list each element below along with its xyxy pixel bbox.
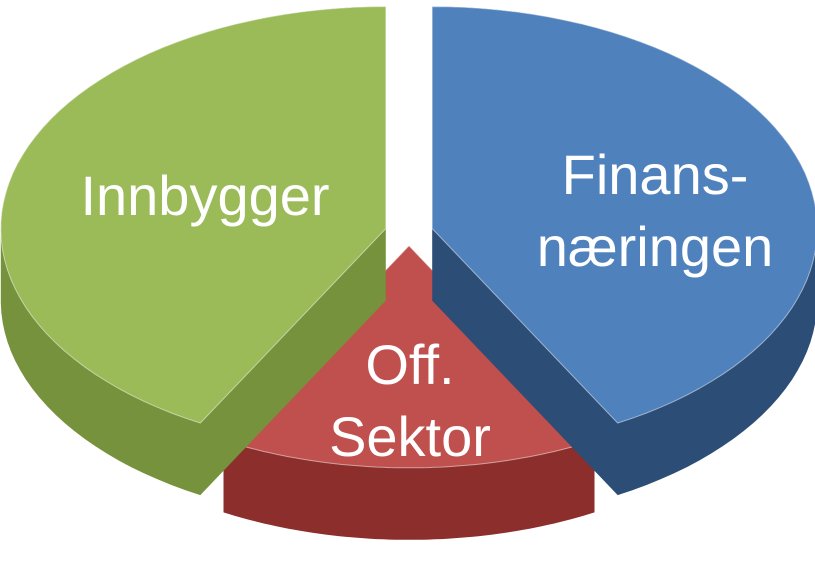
slice-top [431, 6, 815, 424]
slice-top [0, 6, 387, 424]
slice-label: Innbygger [80, 164, 329, 227]
slice-label: Finans-næringen [537, 143, 774, 278]
slice [222, 245, 596, 540]
slice [431, 6, 815, 496]
slice [0, 6, 387, 496]
slice-top [222, 245, 596, 469]
slice-label: Off. Sektor [329, 333, 491, 468]
